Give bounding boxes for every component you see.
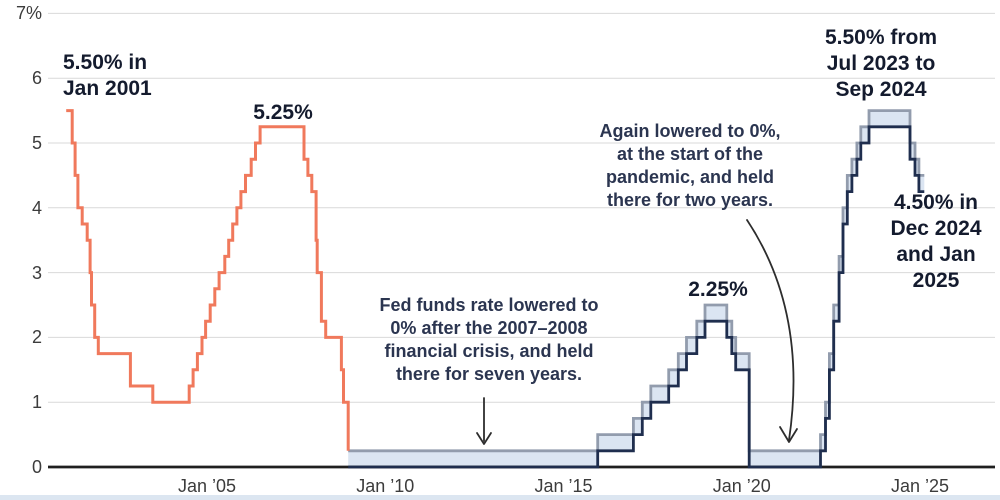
x-axis-tick-label: Jan ’20	[712, 476, 771, 496]
y-axis-tick-label: 4	[31, 197, 42, 218]
x-axis-tick-label: Jan ’15	[534, 476, 593, 496]
annotation-financial-crisis: Fed funds rate lowered to 0% after the 2…	[379, 295, 599, 384]
annotation-arrows	[476, 219, 798, 445]
annotation-jan-2001-peak: 5.50% in Jan 2001	[63, 51, 152, 100]
x-axis-tick-label: Jan ’10	[356, 476, 415, 496]
y-axis-tick-label: 1	[31, 392, 42, 413]
data-series	[48, 109, 995, 469]
y-axis-tick-label: 2	[31, 327, 42, 348]
annotation-2023-peak: 5.50% from Jul 2023 to Sep 2024	[824, 26, 938, 101]
annotation-2019-peak: 2.25%	[688, 278, 748, 301]
y-axis-tick-label: 7%	[15, 3, 42, 24]
y-axis-tick-label: 3	[31, 262, 42, 283]
annotation-2006-peak: 5.25%	[253, 101, 313, 124]
down-arrow-icon	[476, 397, 492, 445]
curved-arrow-icon	[746, 219, 798, 443]
annotation-pandemic: Again lowered to 0%, at the start of the…	[599, 121, 781, 210]
y-axis-tick-label: 5	[31, 133, 42, 153]
y-axis-tick-label: 6	[31, 68, 42, 89]
annotation-2025-current: 4.50% in Dec 2024 and Jan 2025	[890, 191, 982, 292]
x-axis-tick-label: Jan ’05	[177, 476, 237, 496]
bottom-border-strip	[0, 495, 1000, 500]
y-axis-tick-label: 0	[31, 457, 42, 477]
x-axis-tick-label: Jan ’25	[890, 476, 950, 496]
